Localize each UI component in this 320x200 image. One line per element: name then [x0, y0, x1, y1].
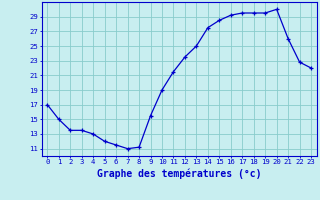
X-axis label: Graphe des températures (°c): Graphe des températures (°c)	[97, 168, 261, 179]
